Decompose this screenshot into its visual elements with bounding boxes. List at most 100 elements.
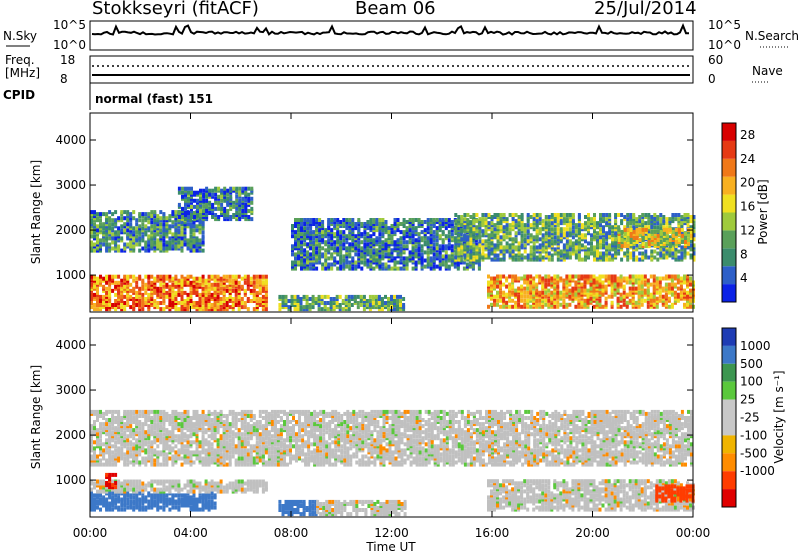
- echo-cell: [650, 283, 653, 287]
- echo-cell: [575, 254, 578, 258]
- echo-cell: [351, 222, 354, 226]
- echo-cell: [439, 244, 442, 248]
- echo-cell: [671, 252, 674, 256]
- echo-cell: [354, 246, 357, 250]
- echo-cell: [336, 246, 339, 250]
- echo-cell: [330, 228, 333, 232]
- echo-cell: [632, 254, 635, 258]
- echo-cell: [562, 279, 565, 283]
- echo-cell: [502, 291, 505, 295]
- echo-cell: [303, 226, 306, 230]
- echo-cell: [499, 281, 502, 285]
- echo-cell: [312, 222, 315, 226]
- echo-cell: [226, 189, 229, 193]
- echo-cell: [669, 228, 672, 232]
- echo-cell: [539, 217, 542, 221]
- echo-cell: [141, 285, 144, 289]
- echo-cell: [199, 495, 202, 499]
- echo-cell: [181, 226, 184, 230]
- echo-cell: [205, 285, 208, 289]
- echo-cell: [536, 256, 539, 260]
- echo-cell: [581, 243, 584, 247]
- echo-cell: [621, 230, 624, 234]
- echo-cell: [294, 224, 297, 228]
- echo-cell: [620, 213, 623, 217]
- echo-cell: [312, 256, 315, 260]
- echo-cell: [668, 297, 671, 301]
- echo-cell: [400, 222, 403, 226]
- echo-cell: [126, 275, 129, 279]
- echo-cell: [638, 252, 641, 256]
- echo-cell: [378, 232, 381, 236]
- echo-cell: [153, 299, 156, 303]
- echo-cell: [217, 305, 220, 309]
- echo-cell: [397, 218, 400, 222]
- echo-cell: [220, 301, 223, 305]
- echo-cell: [605, 245, 608, 249]
- echo-cell: [511, 291, 514, 295]
- echo-cell: [551, 254, 554, 258]
- echo-cell: [635, 287, 638, 291]
- echo-cell: [294, 267, 297, 271]
- echo-cell: [348, 261, 351, 265]
- echo-cell: [485, 213, 488, 217]
- echo-cell: [497, 235, 500, 239]
- nsky-panel: [90, 21, 693, 50]
- echo-cell: [177, 301, 180, 305]
- echo-cell: [208, 201, 211, 205]
- echo-cell: [430, 256, 433, 260]
- echo-cell: [548, 258, 551, 262]
- echo-cell: [184, 217, 187, 221]
- echo-cell: [671, 279, 674, 283]
- echo-cell: [602, 213, 605, 217]
- echo-cell: [605, 241, 608, 245]
- echo-cell: [99, 275, 102, 279]
- colorbar-tick-label: 20: [740, 176, 755, 190]
- echo-cell: [559, 303, 562, 307]
- echo-cell: [611, 301, 614, 305]
- echo-cell: [647, 256, 650, 260]
- echo-cell: [451, 244, 454, 248]
- echo-cell: [527, 254, 530, 258]
- echo-cell: [496, 303, 499, 307]
- echo-cell: [590, 245, 593, 249]
- echo-cell: [345, 246, 348, 250]
- echo-cell: [220, 189, 223, 193]
- echo-cell: [354, 234, 357, 238]
- echo-cell: [433, 256, 436, 260]
- echo-cell: [557, 231, 560, 235]
- echo-cell: [620, 297, 623, 301]
- echo-cell: [587, 225, 590, 229]
- echo-cell: [244, 281, 247, 285]
- echo-cell: [181, 191, 184, 195]
- echo-cell: [369, 238, 372, 242]
- echo-cell: [232, 275, 235, 279]
- echo-cell: [297, 261, 300, 265]
- echo-cell: [366, 263, 369, 267]
- echo-cell: [497, 254, 500, 258]
- echo-cell: [123, 502, 126, 506]
- echo-cell: [147, 212, 150, 216]
- echo-cell: [566, 239, 569, 243]
- echo-cell: [99, 303, 102, 307]
- echo-cell: [514, 289, 517, 293]
- echo-cell: [496, 285, 499, 289]
- echo-cell: [656, 215, 659, 219]
- echo-cell: [605, 285, 608, 289]
- echo-cell: [177, 498, 180, 502]
- echo-cell: [372, 238, 375, 242]
- echo-cell: [171, 245, 174, 249]
- echo-cell: [309, 218, 312, 222]
- echo-cell: [494, 254, 497, 258]
- echo-cell: [253, 275, 256, 279]
- echo-cell: [117, 216, 120, 220]
- echo-cell: [569, 252, 572, 256]
- echo-cell: [256, 279, 259, 283]
- echo-cell: [309, 267, 312, 271]
- echo-cell: [144, 283, 147, 287]
- echo-cell: [469, 221, 472, 225]
- echo-cell: [550, 291, 553, 295]
- echo-cell: [668, 217, 671, 221]
- echo-cell: [635, 247, 638, 251]
- echo-cell: [463, 254, 466, 258]
